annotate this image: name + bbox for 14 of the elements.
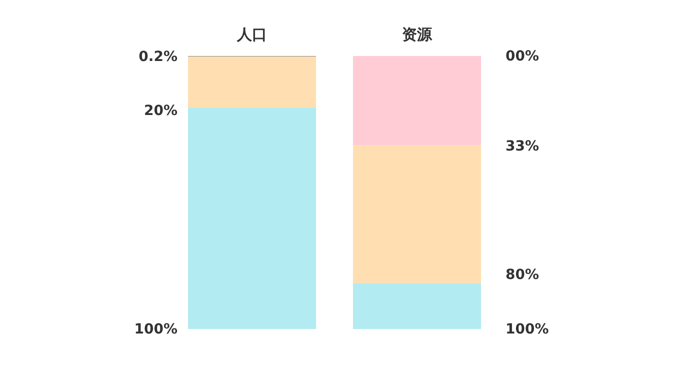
bar bbox=[352, 145, 481, 284]
x-tick-label: 资源 bbox=[402, 26, 433, 44]
y-tick-label: 100% bbox=[134, 322, 178, 338]
y2-tick-label: 00% bbox=[506, 48, 540, 64]
y2-tick-label: 33% bbox=[506, 138, 540, 155]
y-tick-label: 20% bbox=[144, 103, 178, 120]
bar bbox=[352, 56, 481, 145]
x-tick-label: 人口 bbox=[236, 26, 268, 44]
y2-tick-label: 80% bbox=[506, 266, 540, 283]
bar bbox=[352, 283, 481, 329]
bar bbox=[188, 56, 316, 108]
y-tick-label: 0.2% bbox=[138, 49, 178, 66]
y2-tick-label: 100% bbox=[506, 322, 549, 338]
bar bbox=[188, 108, 316, 329]
